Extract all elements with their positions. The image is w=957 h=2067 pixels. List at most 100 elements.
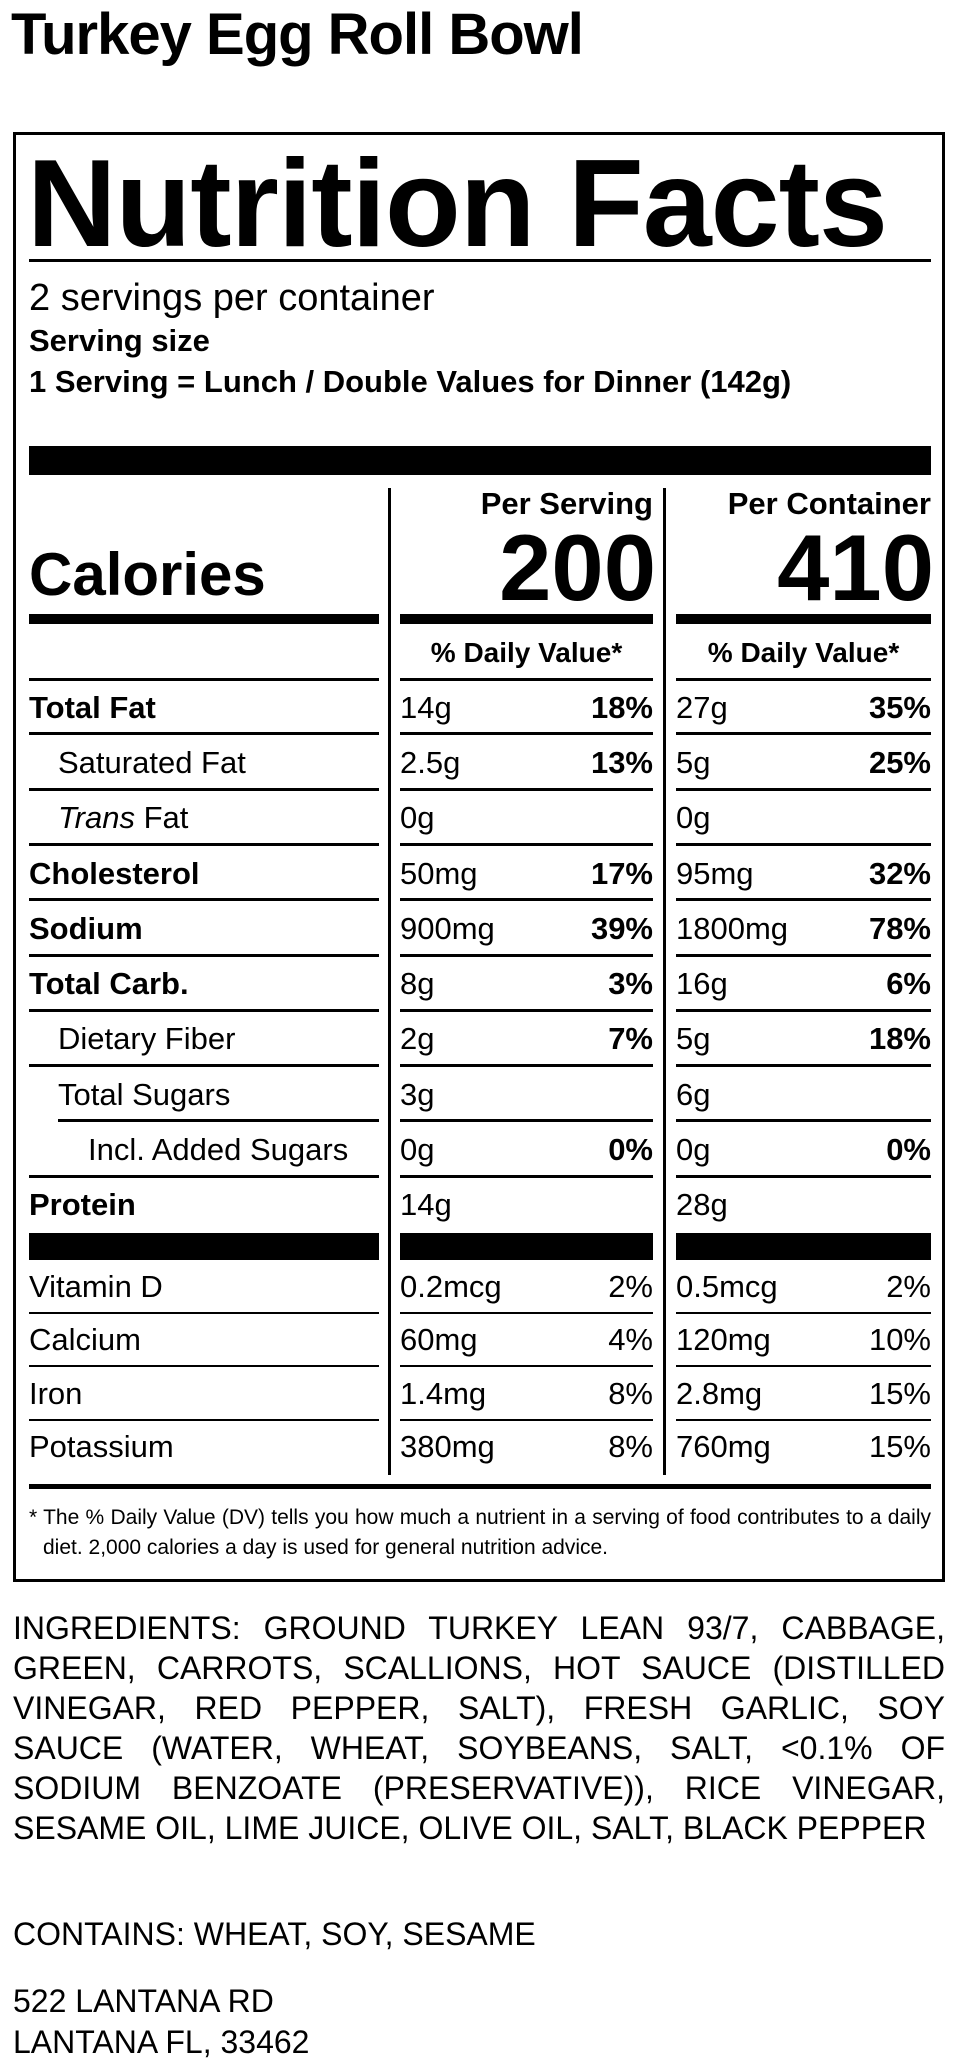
serving-size: 1 Serving = Lunch / Double Values for Di… bbox=[29, 364, 792, 399]
nutrient-name-text: Vitamin D bbox=[29, 1268, 163, 1304]
rule bbox=[676, 1119, 931, 1123]
daily-value: 4% bbox=[608, 1322, 653, 1358]
rule bbox=[676, 1008, 931, 1012]
amount: 2.8mg bbox=[676, 1375, 763, 1411]
allergens: CONTAINS: WHEAT, SOY, SESAME bbox=[13, 1916, 536, 1952]
rule bbox=[400, 1233, 653, 1260]
rule bbox=[29, 1008, 379, 1012]
servings: 2 servings per container bbox=[29, 277, 435, 319]
nutrient-name: Vitamin D bbox=[29, 1269, 163, 1305]
daily-value: 18% bbox=[590, 689, 653, 725]
amount: 16g bbox=[676, 966, 728, 1002]
daily-value: 25% bbox=[868, 744, 931, 780]
calories-value: 410 bbox=[777, 515, 934, 620]
daily-value: 8% bbox=[608, 1375, 653, 1411]
nutrient-name-text: Calcium bbox=[29, 1322, 141, 1358]
nutrient-name: Total Carb. bbox=[29, 966, 189, 1002]
daily-value: 10% bbox=[868, 1322, 931, 1358]
rule bbox=[400, 1119, 653, 1123]
amount: 0g bbox=[676, 800, 711, 836]
rule bbox=[29, 842, 379, 846]
label-box bbox=[13, 132, 945, 1582]
footnote-marker: * bbox=[29, 1506, 38, 1529]
rule bbox=[400, 678, 653, 681]
rule bbox=[29, 1233, 379, 1260]
rule bbox=[29, 1365, 379, 1367]
rule bbox=[58, 1119, 379, 1123]
amount: 0.2mcg bbox=[400, 1268, 502, 1304]
daily-value: 6% bbox=[886, 966, 931, 1002]
thick-rule bbox=[676, 614, 931, 624]
label-heading: Nutrition Facts bbox=[27, 135, 888, 273]
nutrient-name-text: Sodium bbox=[29, 910, 143, 946]
nutrient-name: Iron bbox=[29, 1376, 82, 1412]
nutrient-name-text: Fat bbox=[143, 800, 189, 836]
nutrient-name: Dietary Fiber bbox=[58, 1021, 235, 1057]
rule bbox=[400, 1064, 653, 1068]
nutrient-name: Total Fat bbox=[29, 690, 156, 726]
daily-value: 2% bbox=[886, 1268, 931, 1304]
column-divider bbox=[388, 488, 391, 1475]
column-divider bbox=[663, 488, 666, 1475]
amount: 1.4mg bbox=[400, 1375, 487, 1411]
nutrient-name: Sodium bbox=[29, 911, 143, 947]
amount: 760mg bbox=[676, 1429, 771, 1465]
daily-value: 3% bbox=[608, 966, 653, 1002]
daily-value: 35% bbox=[868, 689, 931, 725]
nutrient-name: Calcium bbox=[29, 1322, 141, 1358]
rule bbox=[400, 1174, 653, 1178]
nutrient-name: Incl. Added Sugars bbox=[88, 1132, 348, 1168]
calories-value: 200 bbox=[499, 515, 656, 620]
rule bbox=[676, 678, 931, 681]
rule bbox=[676, 842, 931, 846]
rule bbox=[400, 842, 653, 846]
daily-value: 8% bbox=[608, 1429, 653, 1465]
rule bbox=[676, 1174, 931, 1178]
daily-value: 7% bbox=[608, 1021, 653, 1057]
nutrient-name: Cholesterol bbox=[29, 856, 200, 892]
rule bbox=[400, 1008, 653, 1012]
product-title: Turkey Egg Roll Bowl bbox=[11, 2, 584, 67]
nutrient-name-prefix: Trans bbox=[58, 800, 135, 836]
daily-value: 15% bbox=[868, 1375, 931, 1411]
rule bbox=[400, 898, 653, 902]
amount: 8g bbox=[400, 966, 435, 1002]
rule bbox=[29, 678, 379, 681]
nutrient-name: Total Sugars bbox=[58, 1077, 230, 1113]
amount: 2g bbox=[400, 1021, 435, 1057]
amount: 6g bbox=[676, 1076, 711, 1112]
amount: 50mg bbox=[400, 855, 478, 891]
nutrient-name-text: Total Carb. bbox=[29, 966, 189, 1002]
rule bbox=[29, 1418, 379, 1421]
serving-size-label: Serving size bbox=[29, 323, 210, 358]
rule bbox=[676, 1233, 931, 1260]
nutrient-name: Potassium bbox=[29, 1429, 174, 1465]
rule bbox=[676, 1418, 931, 1421]
rule bbox=[676, 1064, 931, 1068]
amount: 1800mg bbox=[676, 910, 789, 946]
footnote-text: The % Daily Value (DV) tells you how muc… bbox=[43, 1506, 931, 1559]
thick-rule bbox=[400, 614, 653, 624]
amount: 95mg bbox=[676, 855, 754, 891]
ingredients: INGREDIENTS: GROUND TURKEY LEAN 93/7, CA… bbox=[13, 1610, 945, 1846]
rule bbox=[676, 787, 931, 791]
rule bbox=[29, 953, 379, 957]
amount: 380mg bbox=[400, 1429, 495, 1465]
rule bbox=[676, 1365, 931, 1367]
address-line: LANTANA FL, 33462 bbox=[13, 2024, 310, 2060]
rule bbox=[400, 1365, 653, 1367]
nutrient-name-text: Dietary Fiber bbox=[58, 1021, 236, 1057]
address-line: 522 LANTANA RD bbox=[13, 1983, 274, 2019]
rule bbox=[400, 953, 653, 957]
nutrient-name-text: Total Sugars bbox=[58, 1076, 231, 1112]
rule bbox=[29, 787, 379, 791]
amount: 14g bbox=[400, 1187, 452, 1223]
amount: 0g bbox=[676, 1132, 711, 1168]
amount: 60mg bbox=[400, 1322, 478, 1358]
rule bbox=[29, 1174, 379, 1178]
rule bbox=[29, 732, 379, 736]
nutrient-name: Trans Fat bbox=[58, 800, 188, 836]
rule bbox=[676, 1311, 931, 1314]
daily-value: 78% bbox=[868, 910, 931, 946]
